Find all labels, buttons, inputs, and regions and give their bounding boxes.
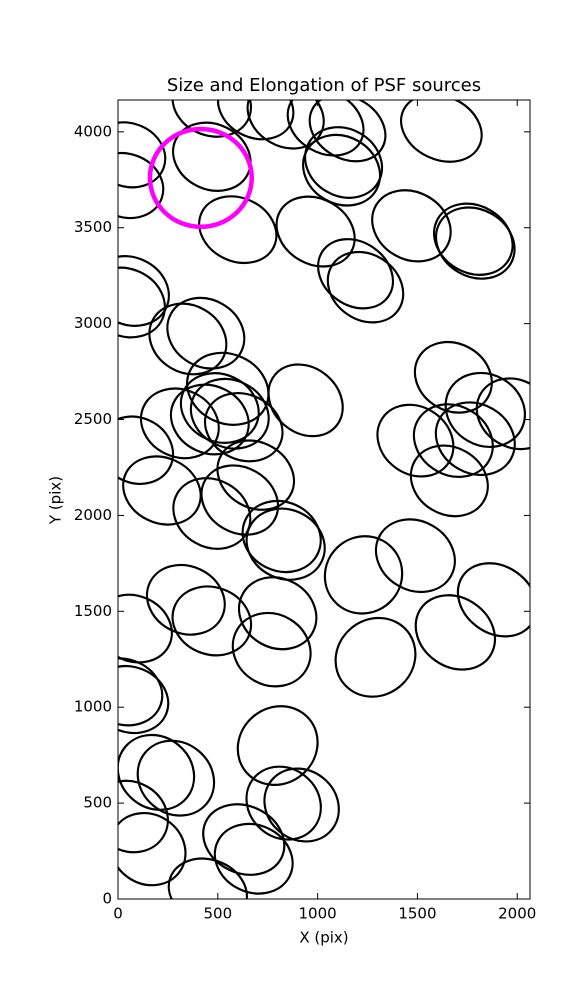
psf-ellipse	[308, 100, 387, 163]
psf-ellipse	[399, 100, 483, 163]
psf-ellipse	[323, 535, 404, 615]
psf-ellipse	[202, 803, 286, 876]
psf-ellipse	[245, 765, 322, 841]
x-tick-label: 0	[113, 905, 123, 923]
psf-ellipse	[371, 189, 452, 263]
psf-ellipse	[203, 392, 284, 463]
psf-ellipse	[317, 238, 395, 310]
psf-ellipse	[118, 812, 187, 887]
psf-ellipse	[245, 507, 326, 581]
highlight-circle	[147, 126, 254, 230]
psf-ellipse	[118, 665, 170, 735]
psf-ellipse	[122, 455, 202, 526]
psf-ellipse	[241, 499, 322, 574]
y-tick-label: 1500	[74, 602, 112, 620]
plot-frame	[117, 99, 531, 900]
psf-ellipse	[246, 100, 325, 150]
y-axis-label: Y (pix)	[47, 476, 65, 525]
psf-ellipse	[148, 302, 228, 376]
x-tick-label: 1000	[299, 905, 337, 923]
psf-ellipse	[216, 439, 296, 511]
psf-ellipse	[374, 518, 456, 594]
psf-ellipse	[118, 657, 164, 727]
psf-ellipse	[267, 363, 344, 438]
psf-ellipse	[334, 616, 417, 698]
y-tick-label: 3000	[74, 314, 112, 332]
psf-ellipse	[412, 403, 494, 478]
psf-ellipse	[263, 767, 340, 843]
psf-ellipse	[200, 464, 280, 536]
psf-ellipse	[456, 562, 530, 638]
psf-ellipse	[326, 250, 405, 324]
psf-ellipse	[198, 195, 278, 265]
chart-title: Size and Elongation of PSF sources	[167, 75, 481, 96]
psf-ellipse	[432, 202, 514, 276]
psf-ellipse	[136, 739, 216, 817]
psf-ellipse	[434, 401, 516, 477]
y-tick-label: 2000	[74, 506, 112, 524]
psf-ellipse	[304, 126, 384, 199]
y-tick-label: 500	[83, 794, 112, 812]
psf-ellipse	[414, 594, 497, 671]
x-tick-label: 500	[203, 905, 232, 923]
x-tick-label: 2000	[498, 905, 536, 923]
psf-ellipse	[166, 296, 246, 370]
psf-ellipse	[169, 383, 250, 456]
psf-ellipse	[409, 444, 489, 518]
psf-ellipse	[237, 576, 318, 651]
psf-ellipse	[189, 377, 270, 450]
psf-ellipse	[167, 857, 248, 899]
psf-ellipse	[475, 377, 530, 451]
psf-ellipse	[118, 779, 169, 854]
y-tick-label: 3500	[74, 218, 112, 236]
x-axis-label: X (pix)	[299, 929, 348, 947]
y-tick-label: 1000	[74, 698, 112, 716]
psf-ellipse	[118, 151, 165, 220]
plot-area	[118, 100, 530, 899]
psf-ellipse	[231, 611, 312, 688]
psf-ellipse	[118, 733, 196, 811]
psf-ellipse	[376, 403, 455, 478]
psf-ellipse	[434, 206, 516, 280]
x-tick-label: 1500	[398, 905, 436, 923]
psf-ellipse	[213, 822, 294, 895]
y-tick-label: 2500	[74, 410, 112, 428]
psf-ellipse	[118, 121, 167, 189]
psf-ellipse	[139, 387, 220, 460]
psf-ellipse	[118, 415, 175, 485]
psf-ellipse	[172, 121, 252, 192]
psf-ellipse	[118, 266, 166, 339]
y-tick-label: 0	[102, 890, 112, 908]
psf-ellipse	[217, 100, 295, 141]
y-tick-label: 4000	[74, 122, 112, 140]
